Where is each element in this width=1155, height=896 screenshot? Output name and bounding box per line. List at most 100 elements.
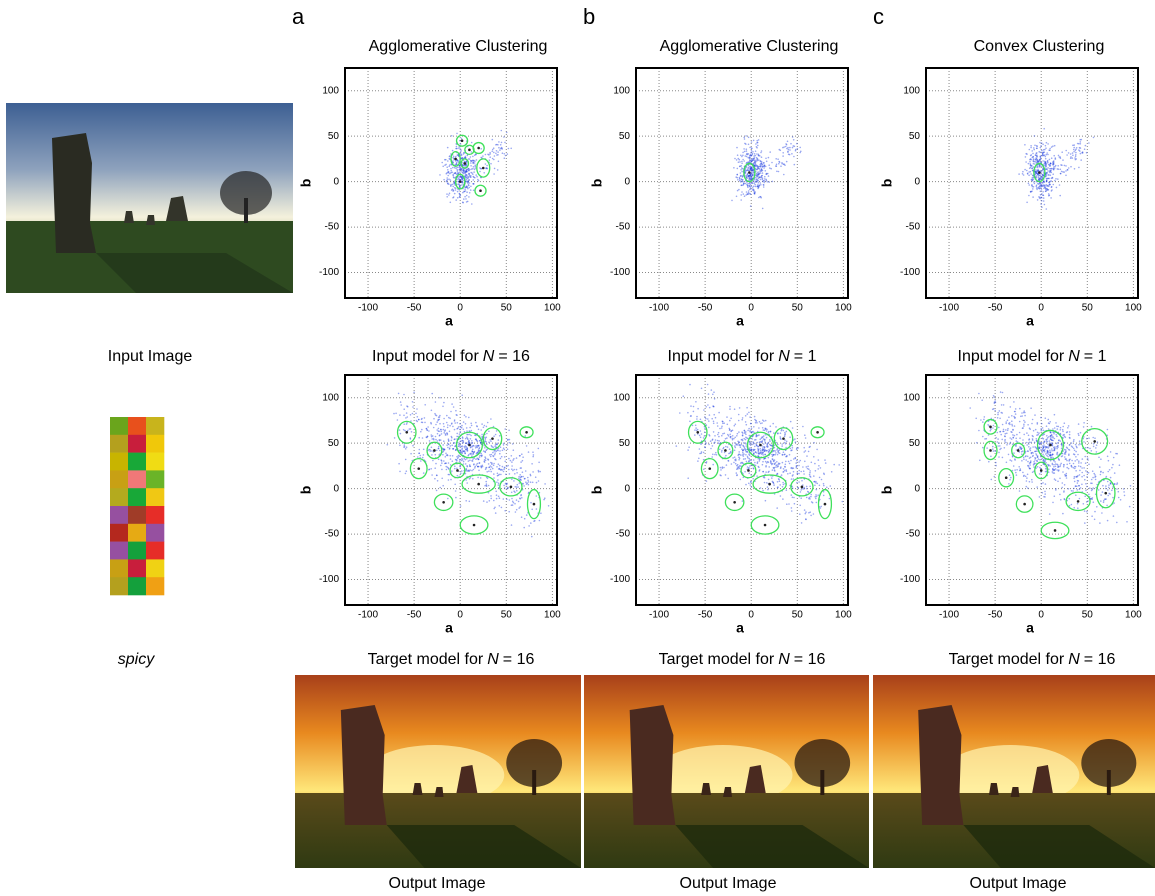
cloud-dot <box>1079 489 1081 491</box>
cloud-dot <box>768 175 770 177</box>
cloud-dot <box>1086 486 1088 488</box>
cloud-dot <box>466 191 468 193</box>
cloud-dot <box>1012 434 1014 436</box>
cloud-dot <box>1018 173 1020 175</box>
cloud-dot <box>1023 458 1025 460</box>
cloud-dot <box>460 169 462 171</box>
cloud-dot <box>400 404 402 406</box>
cloud-dot <box>469 469 471 471</box>
cloud-dot <box>811 462 813 464</box>
cloud-dot <box>470 438 472 440</box>
cloud-dot <box>1046 172 1048 174</box>
cloud-dot <box>753 426 755 428</box>
cloud-dot <box>986 447 988 449</box>
cloud-dot <box>689 421 691 423</box>
cloud-dot <box>1042 176 1044 178</box>
cloud-dot <box>454 173 456 175</box>
cloud-dot <box>738 414 740 416</box>
cloud-dot <box>508 148 510 150</box>
cloud-dot <box>486 426 488 428</box>
cloud-dot <box>759 460 761 462</box>
cloud-dot <box>519 497 521 499</box>
cloud-dot <box>493 152 495 154</box>
cloud-dot <box>456 173 458 175</box>
cloud-dot <box>1099 466 1101 468</box>
cloud-dot <box>738 161 740 163</box>
cloud-dot <box>760 450 762 452</box>
cluster-center <box>510 486 513 489</box>
cloud-dot <box>500 474 502 476</box>
cloud-dot <box>398 463 400 465</box>
cloud-dot <box>503 485 505 487</box>
cloud-dot <box>1091 426 1093 428</box>
cloud-dot <box>765 170 767 172</box>
y-tick-label: -100 <box>900 574 920 585</box>
cloud-dot <box>744 471 746 473</box>
cloud-dot <box>484 459 486 461</box>
cloud-dot <box>433 418 435 420</box>
cloud-dot <box>452 175 454 177</box>
cloud-dot <box>455 497 457 499</box>
cloud-dot <box>468 196 470 198</box>
cloud-dot <box>499 465 501 467</box>
x-tick-label: 0 <box>1038 303 1044 314</box>
cloud-dot <box>1073 151 1075 153</box>
cloud-dot <box>707 384 709 386</box>
cloud-dot <box>1031 184 1033 186</box>
cloud-dot <box>488 154 490 156</box>
cloud-dot <box>1029 468 1031 470</box>
cloud-dot <box>1024 415 1026 417</box>
palette-swatch <box>128 577 146 595</box>
cloud-dot <box>471 455 473 457</box>
cloud-dot <box>1054 449 1056 451</box>
x-tick-label: -100 <box>358 303 378 314</box>
cloud-dot <box>1046 154 1048 156</box>
cloud-dot <box>752 182 754 184</box>
cloud-dot <box>781 445 783 447</box>
cloud-dot <box>766 430 768 432</box>
cloud-dot <box>771 454 773 456</box>
cluster-center <box>1093 440 1096 443</box>
cloud-dot <box>479 171 481 173</box>
cloud-dot <box>1095 447 1097 449</box>
cloud-dot <box>1068 453 1070 455</box>
cloud-dot <box>538 480 540 482</box>
cloud-dot <box>1040 203 1042 205</box>
cloud-dot <box>470 162 472 164</box>
cloud-dot <box>1062 159 1064 161</box>
cloud-dot <box>483 461 485 463</box>
cloud-dot <box>508 511 510 513</box>
cloud-dot <box>762 461 764 463</box>
cloud-dot <box>740 446 742 448</box>
cloud-dot <box>782 471 784 473</box>
cloud-dot <box>1026 442 1028 444</box>
cloud-dot <box>1057 481 1059 483</box>
cloud-dot <box>483 450 485 452</box>
output-photo <box>584 675 869 868</box>
cloud-dot <box>739 180 741 182</box>
cloud-dot <box>1028 435 1030 437</box>
cloud-dot <box>473 451 475 453</box>
cloud-dot <box>467 182 469 184</box>
cloud-dot <box>454 446 456 448</box>
cloud-dot <box>750 442 752 444</box>
output-caption: Output Image <box>970 875 1067 892</box>
panel-title: Agglomerative Clustering <box>660 38 839 55</box>
cloud-dot <box>447 169 449 171</box>
cloud-dot <box>1004 440 1006 442</box>
cloud-dot <box>745 458 747 460</box>
y-axis-label: b <box>298 179 314 188</box>
cloud-dot <box>1059 184 1061 186</box>
cloud-dot <box>1046 152 1048 154</box>
cloud-dot <box>1102 485 1104 487</box>
cloud-dot <box>488 463 490 465</box>
cluster-center <box>1104 492 1107 495</box>
cloud-dot <box>700 430 702 432</box>
cloud-dot <box>457 458 459 460</box>
cloud-dot <box>800 489 802 491</box>
cloud-dot <box>438 448 440 450</box>
cloud-dot <box>1065 458 1067 460</box>
cloud-dot <box>1034 135 1036 137</box>
cloud-dot <box>470 446 472 448</box>
cloud-dot <box>1041 430 1043 432</box>
